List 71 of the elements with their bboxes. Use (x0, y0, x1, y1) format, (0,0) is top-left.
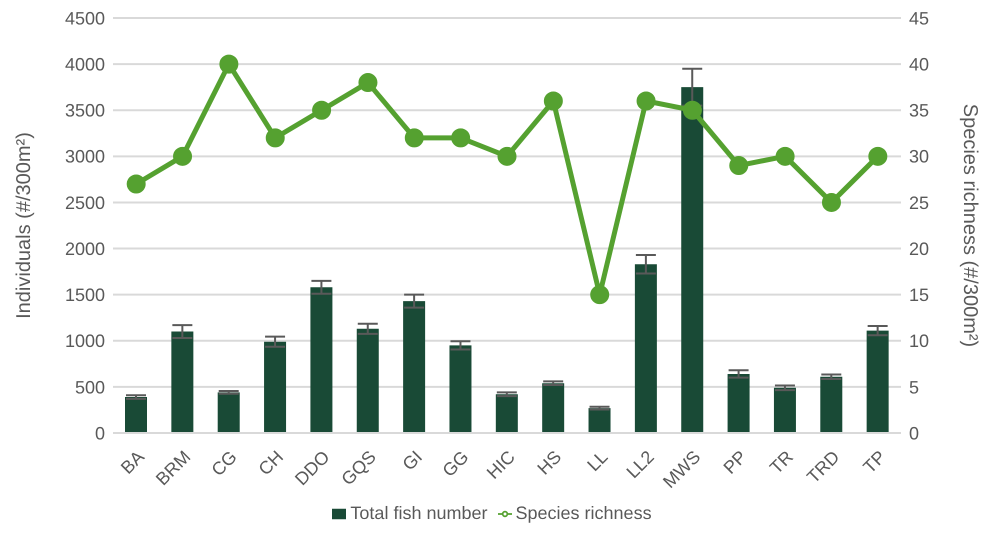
bar (310, 287, 332, 433)
bar (681, 87, 704, 433)
y2-tick-label: 25 (909, 192, 930, 213)
y2-tick-label: 0 (909, 423, 920, 444)
x-tick-label: GI (398, 446, 426, 474)
point (636, 92, 656, 110)
y-tick-label: 1000 (64, 331, 105, 352)
bar (820, 376, 842, 433)
bar (356, 328, 379, 433)
bar (218, 392, 240, 433)
point (498, 146, 516, 166)
x-tick-label: PP (720, 446, 751, 478)
bar (774, 388, 796, 433)
y-tick-label: 500 (74, 377, 105, 398)
y-tick-label: 1500 (64, 285, 105, 306)
x-tick-label: CG (208, 446, 241, 480)
y-tick-label: 3000 (64, 146, 105, 167)
point (126, 174, 146, 194)
y-tick-label: 2000 (64, 238, 105, 259)
y-axis-title: Individuals (#/300m²) (13, 132, 36, 319)
point (682, 100, 702, 120)
x-tick-label: HIC (482, 446, 519, 483)
y2-tick-label: 10 (909, 331, 930, 352)
y2-tick-label: 5 (909, 377, 920, 398)
point (868, 146, 888, 166)
point (776, 146, 795, 166)
legend-label: Total fish number (350, 503, 488, 523)
bar (728, 374, 750, 433)
y-tick-label: 3500 (64, 100, 105, 121)
bar (866, 330, 889, 433)
y2-tick-label: 15 (909, 285, 930, 306)
y-tick-label: 0 (94, 423, 105, 444)
legend-label: Species richness (516, 503, 652, 523)
bar (125, 397, 147, 433)
bar (171, 332, 194, 433)
point (219, 54, 238, 74)
x-tick-label: GG (438, 446, 473, 481)
x-tick-label: LL2 (622, 446, 658, 482)
y2-tick-label: 45 (909, 8, 930, 28)
point (266, 128, 285, 148)
point (590, 285, 610, 304)
x-tick-label: LL (583, 446, 612, 476)
point (173, 146, 192, 166)
point (729, 156, 748, 176)
y2-tick-label: 40 (909, 54, 930, 74)
y-tick-label: 4500 (64, 8, 105, 28)
y-tick-label: 2500 (64, 192, 105, 213)
x-tick-label: BA (116, 446, 148, 478)
bar (403, 301, 426, 433)
bar (542, 383, 564, 433)
x-tick-label: TRD (803, 446, 844, 488)
y2-tick-label: 30 (909, 146, 930, 167)
point (312, 100, 332, 120)
x-tick-label: TR (766, 446, 797, 478)
x-tick-label: HS (533, 446, 566, 479)
bar (449, 345, 472, 433)
bar (634, 264, 657, 433)
point (822, 192, 841, 212)
y2-tick-label: 35 (909, 100, 930, 121)
y2-tick-label: 20 (909, 238, 930, 259)
point (404, 128, 424, 148)
x-tick-label: TP (859, 446, 890, 478)
x-tick-label: CH (254, 446, 288, 480)
bar (264, 342, 286, 433)
point (544, 92, 563, 110)
y2-axis-title: Species richness (#/300m²) (958, 104, 981, 348)
point (451, 128, 470, 148)
point (358, 73, 378, 92)
bar (496, 394, 518, 433)
bar (588, 408, 611, 433)
y-tick-label: 4000 (64, 54, 105, 74)
